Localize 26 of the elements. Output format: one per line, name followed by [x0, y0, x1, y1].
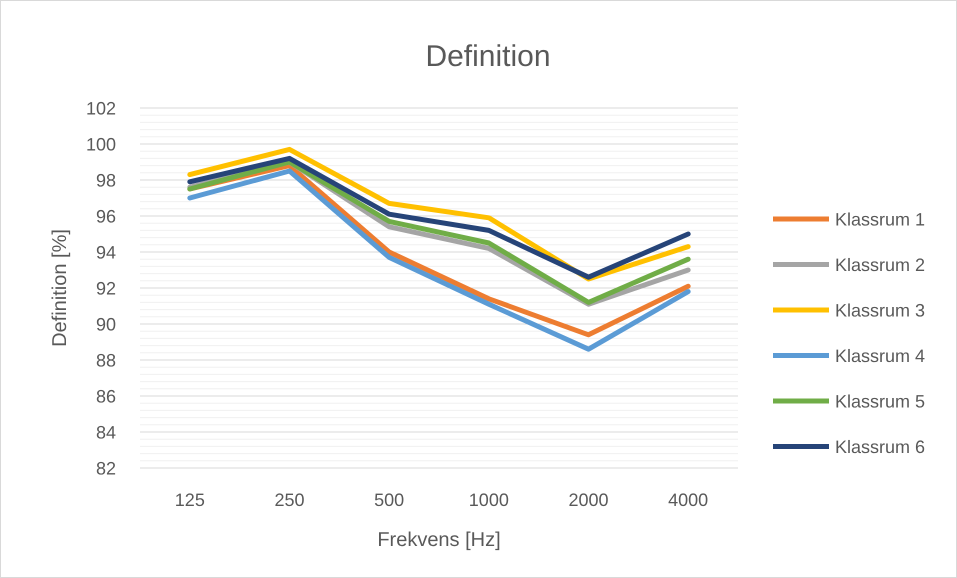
- y-tick-label: 88: [96, 350, 116, 370]
- legend-label: Klassrum 4: [835, 346, 926, 366]
- y-tick-label: 100: [86, 134, 116, 154]
- y-tick-label: 90: [96, 314, 116, 334]
- y-tick-label: 92: [96, 278, 116, 298]
- y-tick-label: 84: [96, 422, 116, 442]
- y-tick-label: 86: [96, 386, 116, 406]
- legend-label: Klassrum 2: [835, 254, 926, 275]
- y-tick-label: 94: [96, 242, 116, 262]
- y-tick-label: 102: [86, 98, 116, 118]
- y-tick-label: 82: [96, 458, 116, 478]
- x-axis-title: Frekvens [Hz]: [377, 529, 501, 551]
- legend-label: Klassrum 5: [835, 391, 926, 412]
- x-tick-label: 4000: [668, 490, 708, 510]
- legend-label: Klassrum 3: [835, 300, 926, 320]
- y-tick-label: 98: [96, 170, 116, 190]
- legend-label: Klassrum 1: [835, 209, 926, 230]
- y-axis-title: Definition [%]: [49, 229, 71, 347]
- x-tick-label: 2000: [568, 490, 609, 510]
- x-tick-label: 250: [274, 490, 305, 510]
- x-tick-label: 1000: [468, 490, 509, 510]
- x-tick-label: 125: [174, 490, 205, 510]
- x-tick-label: 500: [374, 490, 404, 510]
- chart-title: Definition: [425, 40, 551, 73]
- y-tick-label: 96: [96, 206, 116, 226]
- legend-label: Klassrum 6: [835, 436, 926, 457]
